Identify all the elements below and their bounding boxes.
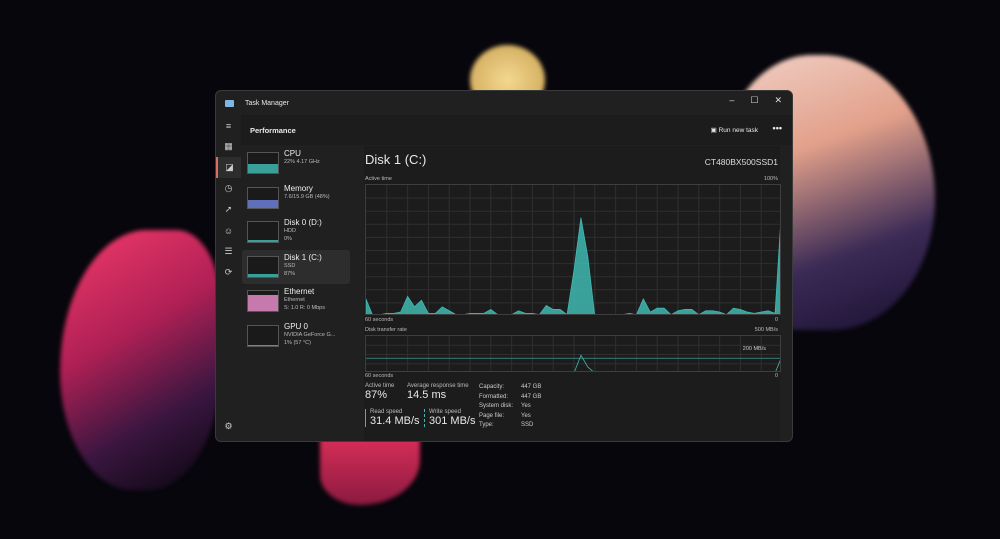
active-time-chart [365, 184, 781, 315]
active-time-stat: Active time 87% [365, 383, 394, 401]
property-value: 447 GB [521, 393, 542, 400]
disk-title: Disk 1 (C:) [365, 152, 427, 167]
stat-value: 301 MB/s [429, 415, 476, 427]
stat-label: Write speed [429, 409, 461, 415]
page-header: Performance ▣ Run new task ••• [241, 115, 792, 145]
property-row: Formatted: 447 GB [479, 393, 541, 403]
disk-model: CT480BX500SSD1 [704, 157, 778, 167]
property-value: 447 GB [521, 384, 542, 390]
app-history-icon[interactable]: ◷ [224, 183, 233, 193]
property-label: System disk: [479, 403, 514, 409]
resource-name: GPU 0 [284, 321, 309, 331]
resource-item[interactable]: CPU 22% 4.17 GHz [242, 146, 350, 180]
stat-value: 14.5 ms [407, 389, 447, 401]
more-options-button[interactable]: ••• [772, 123, 782, 133]
property-row: Capacity: 447 GB [479, 383, 541, 393]
resource-detail: 7.6/15.9 GB (48%) [284, 193, 330, 200]
resource-detail: Ethernet [284, 297, 305, 303]
transfer-rate-max: 500 MB/s [754, 327, 778, 333]
resource-item[interactable]: Memory 7.6/15.9 GB (48%) [242, 181, 350, 215]
resource-item[interactable]: Ethernet Ethernet S: 1.0 R: 0 Mbps [242, 284, 350, 318]
resource-detail: HDD [284, 228, 296, 234]
write-speed-stat: Write speed 301 MB/s [424, 409, 475, 427]
nav-rail: ≡ ▦ ◪ ◷ ➚ ☺ ☰ ⟳ ⚙ [216, 115, 241, 441]
read-speed-stat: Read speed 31.4 MB/s [365, 409, 420, 427]
maximize-button[interactable]: ☐ [750, 95, 759, 105]
property-label: Page file: [479, 412, 505, 419]
transfer-ref-label: 200 MB/s [742, 346, 766, 352]
resource-detail: NVIDIA GeForce G... [284, 331, 336, 338]
avg-response-stat: Average response time 14.5 ms [407, 383, 469, 401]
users-icon[interactable]: ☺ [223, 225, 234, 236]
resource-thumbnail [247, 324, 279, 347]
resource-thumbnail [247, 221, 279, 243]
property-row: Page file: Yes [479, 412, 541, 422]
resource-thumbnail [247, 255, 279, 278]
resource-detail: 1% (57 °C) [284, 339, 311, 346]
resource-detail: 22% 4.17 GHz [284, 159, 320, 165]
resource-detail: S: 1.0 R: 0 Mbps [284, 305, 325, 311]
window-title: Task Manager [245, 99, 289, 107]
background-shape [60, 230, 220, 490]
property-label: Type: [479, 422, 494, 428]
resource-name: Disk 0 (D:) [284, 218, 322, 227]
x-axis-label: 60 seconds [365, 373, 394, 379]
resource-thumbnail [247, 186, 279, 209]
resource-name: Ethernet [284, 287, 315, 296]
startup-icon[interactable]: ➚ [224, 204, 233, 214]
resource-detail: SSD [284, 262, 296, 269]
transfer-rate-chart-label: Disk transfer rate [365, 327, 407, 333]
performance-icon[interactable]: ◪ [216, 157, 241, 178]
active-time-series [366, 217, 780, 314]
stat-label: Active time [365, 383, 395, 389]
active-time-min: 0 [774, 317, 778, 323]
property-label: Capacity: [479, 384, 505, 390]
resource-name: Disk 1 (C:) [284, 252, 322, 262]
settings-icon[interactable]: ⚙ [224, 421, 233, 431]
property-value: Yes [521, 412, 531, 419]
run-new-task-label: Run new task [718, 127, 758, 134]
processes-icon[interactable]: ▦ [224, 141, 233, 151]
resource-detail: 87% [284, 270, 296, 277]
resource-name: CPU [284, 149, 301, 158]
stat-value: 31.4 MB/s [370, 415, 420, 427]
disk-properties: Capacity: 447 GB Formatted: 447 GB System di… [479, 383, 541, 431]
active-time-chart-label: Active time [365, 176, 392, 182]
stat-value: 87% [365, 389, 388, 401]
resource-item[interactable]: Disk 1 (C:) SSD 87% [242, 249, 350, 284]
task-manager-icon [225, 99, 234, 107]
property-label: Formatted: [479, 393, 509, 400]
stat-label: Read speed [370, 409, 403, 415]
transfer-rate-min: 0 [774, 373, 778, 379]
disk-details: Disk 1 (C:) CT480BX500SSD1 Active time 1… [364, 146, 781, 441]
run-new-task-button[interactable]: ▣ Run new task [710, 127, 758, 134]
property-row: Type: SSD [479, 421, 541, 431]
transfer-rate-chart [365, 335, 781, 372]
details-icon[interactable]: ☰ [224, 246, 233, 256]
task-manager-window: Task Manager – ☐ ✕ ≡ ▦ ◪ ◷ ➚ ☺ ☰ ⟳ ⚙ Per… [215, 90, 793, 442]
resource-item[interactable]: GPU 0 NVIDIA GeForce G... 1% (57 °C) [242, 319, 350, 353]
resource-thumbnail [247, 152, 279, 174]
menu-icon[interactable]: ≡ [225, 120, 232, 131]
resource-list: CPU 22% 4.17 GHz Memory 7.6/15.9 GB (48%… [242, 146, 350, 353]
stat-label: Average response time [407, 383, 469, 389]
resource-thumbnail [247, 290, 279, 312]
resource-name: Memory [284, 183, 313, 193]
page-title: Performance [250, 125, 296, 135]
property-row: System disk: Yes [479, 402, 541, 412]
property-value: SSD [521, 422, 534, 428]
services-icon[interactable]: ⟳ [224, 267, 233, 277]
resource-item[interactable]: Disk 0 (D:) HDD 0% [242, 215, 350, 249]
minimize-button[interactable]: – [729, 95, 735, 105]
active-time-max: 100% [763, 176, 778, 182]
x-axis-label: 60 seconds [365, 317, 394, 323]
title-bar[interactable]: Task Manager – ☐ ✕ [216, 91, 792, 115]
resource-detail: 0% [284, 236, 292, 242]
close-button[interactable]: ✕ [774, 95, 782, 105]
property-value: Yes [521, 403, 531, 409]
